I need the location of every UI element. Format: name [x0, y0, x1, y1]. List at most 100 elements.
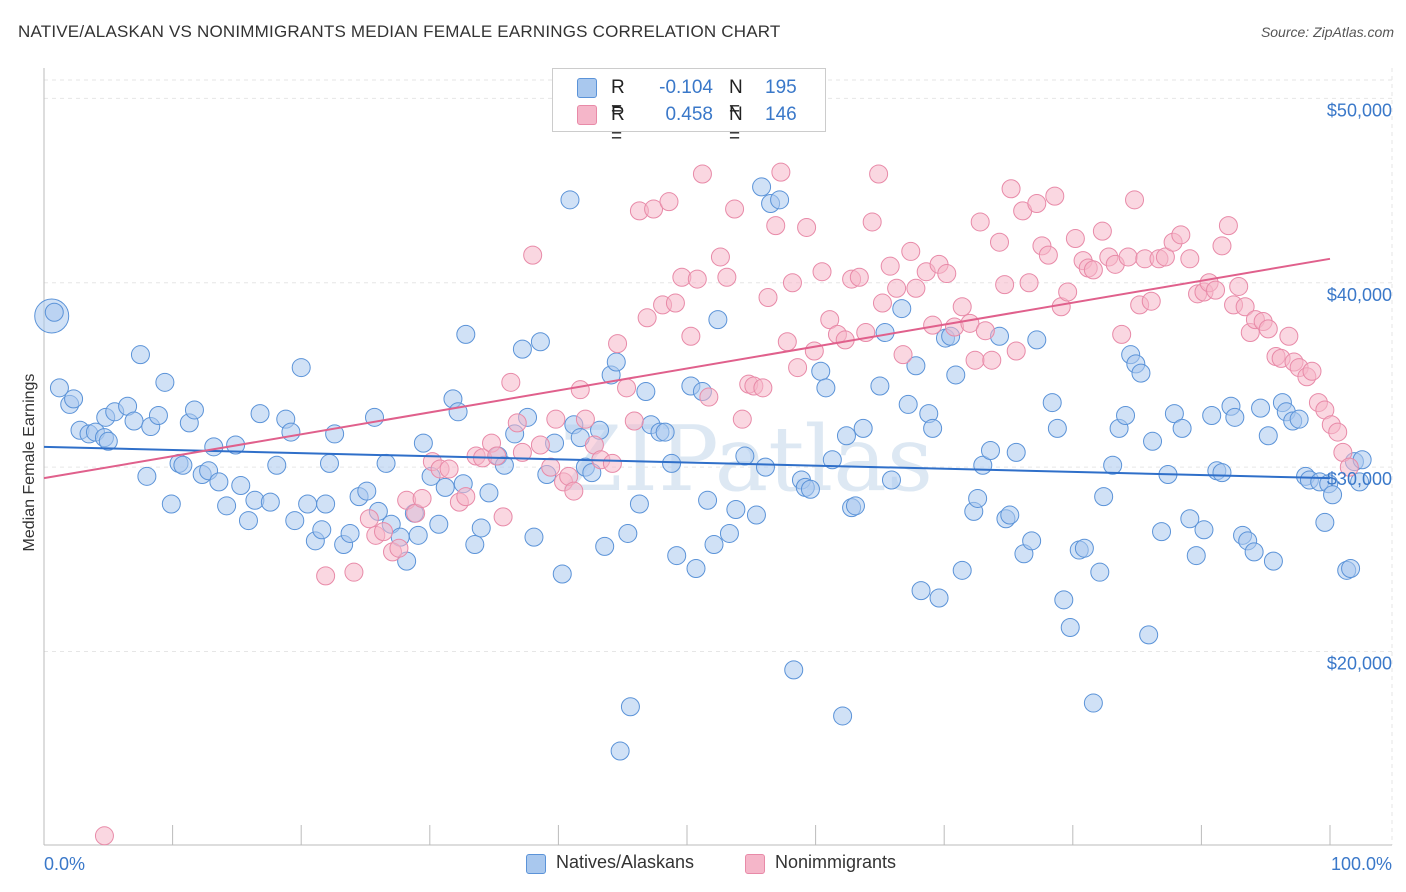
nonimmigrants-point [872, 293, 892, 313]
natives-point [435, 477, 455, 497]
natives-point [1006, 442, 1026, 462]
natives-point [870, 376, 890, 396]
natives-point [1194, 520, 1214, 540]
natives-point [1341, 558, 1361, 578]
y-axis-title: Median Female Earnings [21, 374, 38, 552]
nonimmigrants-point [659, 192, 679, 212]
nonimmigrants-point [523, 245, 543, 265]
nonimmigrants-point [507, 413, 527, 433]
nonimmigrants-point [906, 278, 926, 298]
nonimmigrants-point [995, 275, 1015, 295]
natives-point [408, 525, 428, 545]
y-tick-label: $30,000 [1327, 469, 1392, 489]
nonimmigrants-point [965, 350, 985, 370]
natives-point [1090, 562, 1110, 582]
nonimmigrants-point [1038, 245, 1058, 265]
nonimmigrants-point [1229, 276, 1249, 296]
natives-point [752, 177, 772, 197]
nonimmigrants-point [797, 217, 817, 237]
nonimmigrants-point [1328, 422, 1348, 442]
natives-point [606, 352, 626, 372]
nonimmigrants-point [901, 241, 921, 261]
nonimmigrants-point [1006, 341, 1026, 361]
nonimmigrants-point [1279, 326, 1299, 346]
nonimmigrants-point [1045, 186, 1065, 206]
natives-point [552, 564, 572, 584]
nonimmigrants-point [732, 409, 752, 429]
nonimmigrants-point [849, 267, 869, 287]
y-tick-label: $20,000 [1327, 653, 1392, 673]
natives-point [1047, 418, 1067, 438]
legend-swatch-nonimmigrants [745, 854, 765, 874]
nonimmigrants-point [575, 409, 595, 429]
natives-point [479, 483, 499, 503]
nonimmigrants-point [692, 164, 712, 184]
natives-point [1000, 505, 1020, 525]
natives-point [530, 332, 550, 352]
nonimmigrants-point [456, 487, 476, 507]
nonimmigrants-point [316, 566, 336, 586]
nonimmigrants-point [717, 267, 737, 287]
natives-point [833, 706, 853, 726]
natives-point [923, 418, 943, 438]
natives-point [968, 488, 988, 508]
natives-point [636, 382, 656, 402]
nonimmigrants-point [1001, 179, 1021, 199]
natives-point [686, 558, 706, 578]
natives-point [376, 453, 396, 473]
nonimmigrants-point [725, 199, 745, 219]
natives-point [471, 518, 491, 538]
natives-point [231, 476, 251, 496]
nonimmigrants-points [94, 112, 1359, 846]
natives-point [1289, 409, 1309, 429]
nonimmigrants-point [1019, 273, 1039, 293]
nonimmigrants-point [359, 509, 379, 529]
nonimmigrants-point [880, 256, 900, 276]
nonimmigrants-point [681, 326, 701, 346]
nonimmigrants-point [1258, 319, 1278, 339]
natives-point [1060, 617, 1080, 637]
natives-point [1225, 407, 1245, 427]
nonimmigrants-point [812, 262, 832, 282]
legend-n-label: N = [729, 104, 743, 147]
nonimmigrants-point [412, 488, 432, 508]
x-tick-label: 100.0% [1331, 854, 1392, 874]
natives-point [618, 523, 638, 543]
natives-point [44, 302, 64, 322]
nonimmigrants-point [771, 162, 791, 182]
nonimmigrants-point [1083, 260, 1103, 280]
natives-point [929, 588, 949, 608]
legend-n-value: 146 [765, 104, 797, 125]
natives-point [137, 466, 157, 486]
nonimmigrants-point [1112, 324, 1132, 344]
legend-n-value: 195 [765, 77, 797, 98]
nonimmigrants-point [624, 411, 644, 431]
axis-labels: $20,000 $30,000 $40,000 $50,000 0.0% 100.0% Me… [21, 100, 1392, 874]
natives-point [291, 358, 311, 378]
natives-point [1094, 487, 1114, 507]
natives-point [784, 660, 804, 680]
nonimmigrants-point [1206, 280, 1226, 300]
natives-point [285, 511, 305, 531]
natives-point [892, 299, 912, 319]
nonimmigrants-point [1092, 221, 1112, 241]
nonimmigrants-point [869, 164, 889, 184]
nonimmigrants-point [937, 264, 957, 284]
natives-point [465, 535, 485, 555]
natives-point [980, 441, 1000, 461]
natives-point [704, 535, 724, 555]
nonimmigrants-point [1125, 190, 1145, 210]
legend-swatch-natives [526, 854, 546, 874]
natives-point [1186, 546, 1206, 566]
axes [43, 68, 1392, 846]
natives-point [456, 324, 476, 344]
natives-point [946, 365, 966, 385]
natives-point [1180, 509, 1200, 529]
trend-lines [43, 257, 1331, 480]
natives-point [770, 190, 790, 210]
natives-point [184, 400, 204, 420]
natives-point [898, 394, 918, 414]
nonimmigrants-point [1058, 282, 1078, 302]
natives-point [124, 411, 144, 431]
natives-point [316, 494, 336, 514]
